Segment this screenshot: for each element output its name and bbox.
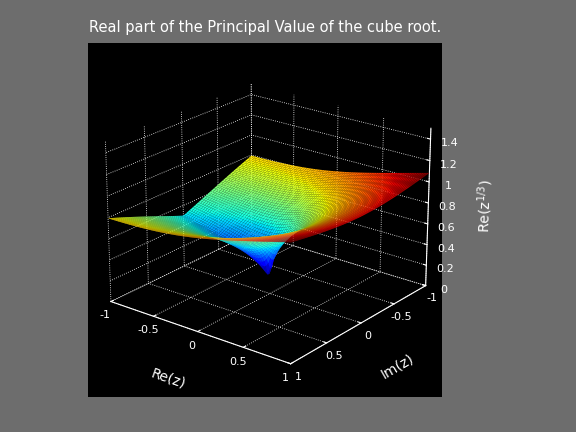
Title: Real part of the Principal Value of the cube root.: Real part of the Principal Value of the … (89, 20, 441, 35)
X-axis label: Re(z): Re(z) (149, 366, 188, 391)
Y-axis label: Im(z): Im(z) (379, 351, 417, 381)
